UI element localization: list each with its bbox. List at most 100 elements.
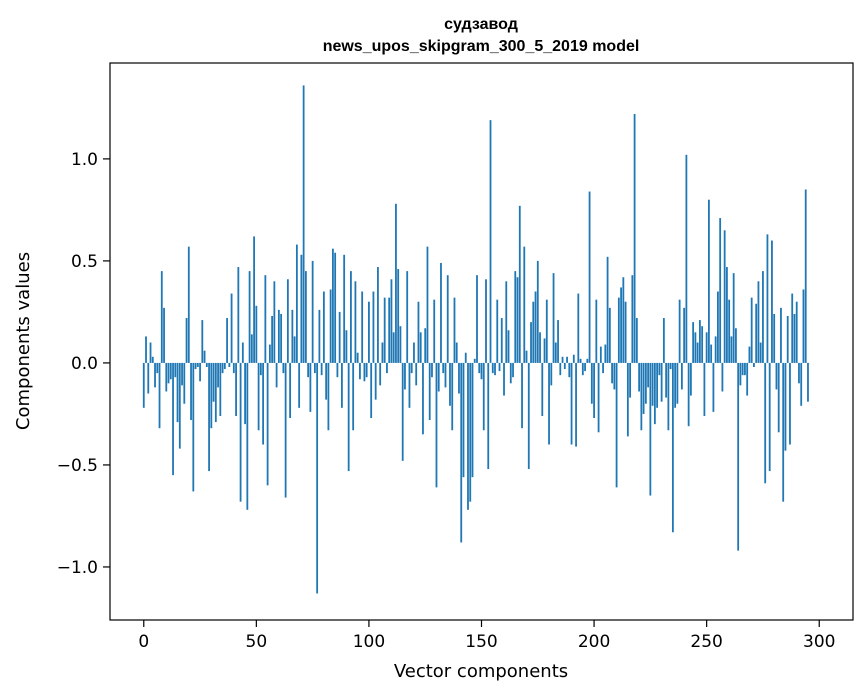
bar-275 — [762, 271, 764, 363]
bar-54 — [264, 275, 267, 363]
bar-73 — [307, 362, 310, 378]
bar-89 — [343, 254, 346, 363]
bar-240 — [683, 307, 686, 363]
bar-87 — [338, 311, 341, 363]
bar-158 — [498, 362, 501, 372]
bar-248 — [701, 326, 704, 363]
chart-title-line1: судзавод — [444, 16, 518, 33]
bar-277 — [766, 234, 769, 363]
bar-44 — [241, 342, 244, 363]
bar-124 — [422, 362, 424, 435]
bar-167 — [518, 205, 521, 363]
y-tick-label: −0.5 — [57, 456, 98, 476]
x-axis-ticks: 0 50 100 150 200 250 300 — [138, 620, 835, 652]
bar-109 — [388, 297, 391, 363]
bar-204 — [602, 362, 604, 374]
bar-281 — [775, 362, 778, 390]
bar-116 — [404, 362, 406, 390]
bar-97 — [361, 291, 364, 363]
bar-165 — [514, 271, 517, 363]
bar-273 — [757, 281, 760, 363]
bar-178 — [543, 338, 546, 363]
bar-166 — [516, 277, 519, 363]
bar-181 — [550, 362, 553, 386]
bar-120 — [413, 342, 415, 363]
bar-280 — [773, 313, 776, 363]
bar-199 — [590, 362, 593, 404]
bar-105 — [379, 362, 382, 386]
bar-84 — [332, 248, 334, 363]
bar-271 — [753, 362, 755, 367]
x-tick-label: 150 — [465, 632, 497, 652]
bar-160 — [503, 362, 505, 396]
bar-163 — [509, 362, 512, 384]
bar-186 — [561, 356, 564, 363]
bar-60 — [277, 309, 280, 363]
bar-292 — [800, 362, 803, 406]
bar-267 — [744, 362, 746, 376]
bar-200 — [593, 362, 595, 419]
x-axis-label: Vector components — [394, 661, 568, 682]
bar-67 — [293, 336, 296, 363]
bar-37 — [226, 318, 228, 363]
bar-27 — [203, 350, 206, 363]
bar-81 — [325, 362, 328, 400]
bar-15 — [176, 362, 179, 423]
bar-287 — [789, 362, 791, 445]
bar-101 — [370, 362, 373, 419]
chart-title-line2: news_upos_skipgram_300_5_2019 model — [323, 38, 640, 55]
bar-164 — [512, 362, 514, 378]
bar-270 — [750, 297, 753, 363]
bar-5 — [154, 362, 156, 388]
bar-145 — [469, 362, 472, 502]
bar-161 — [505, 281, 508, 363]
x-tick-label: 250 — [690, 632, 722, 652]
bar-171 — [527, 362, 530, 470]
bar-209 — [613, 362, 616, 390]
bar-55 — [266, 362, 269, 486]
bar-29 — [208, 362, 210, 472]
bar-111 — [392, 332, 395, 363]
bar-272 — [755, 303, 758, 363]
bar-153 — [487, 362, 490, 470]
bar-284 — [782, 362, 785, 502]
bar-132 — [440, 262, 442, 363]
bar-177 — [541, 362, 544, 416]
bar-218 — [633, 114, 636, 363]
bar-48 — [250, 334, 253, 363]
bar-40 — [232, 362, 235, 374]
bar-59 — [275, 362, 278, 388]
bar-65 — [289, 362, 292, 419]
bar-254 — [714, 336, 717, 363]
bar-205 — [604, 344, 607, 363]
bar-261 — [730, 336, 733, 363]
bar-278 — [768, 362, 771, 472]
bar-249 — [703, 362, 706, 416]
bar-85 — [334, 252, 337, 363]
bar-150 — [480, 362, 483, 380]
bar-70 — [300, 254, 303, 363]
bar-11 — [167, 362, 170, 384]
bar-1 — [145, 336, 147, 363]
bar-233 — [667, 362, 670, 431]
bar-61 — [280, 313, 283, 363]
bar-146 — [471, 362, 474, 478]
bar-123 — [419, 332, 422, 363]
bar-262 — [732, 273, 735, 363]
bar-96 — [359, 362, 361, 380]
bar-293 — [802, 289, 805, 363]
bar-217 — [631, 275, 634, 363]
bar-71 — [302, 85, 305, 363]
bar-93 — [352, 362, 355, 431]
bar-241 — [685, 154, 688, 363]
bar-6 — [156, 362, 159, 374]
bar-64 — [286, 279, 289, 363]
bar-39 — [230, 293, 233, 363]
bar-137 — [451, 362, 454, 431]
bar-63 — [284, 362, 287, 498]
bar-28 — [205, 362, 208, 367]
y-axis-ticks: −1.0 −0.5 0.0 0.5 1.0 — [57, 150, 110, 578]
bar-58 — [273, 281, 276, 363]
bar-185 — [559, 362, 562, 376]
bar-176 — [539, 332, 541, 363]
